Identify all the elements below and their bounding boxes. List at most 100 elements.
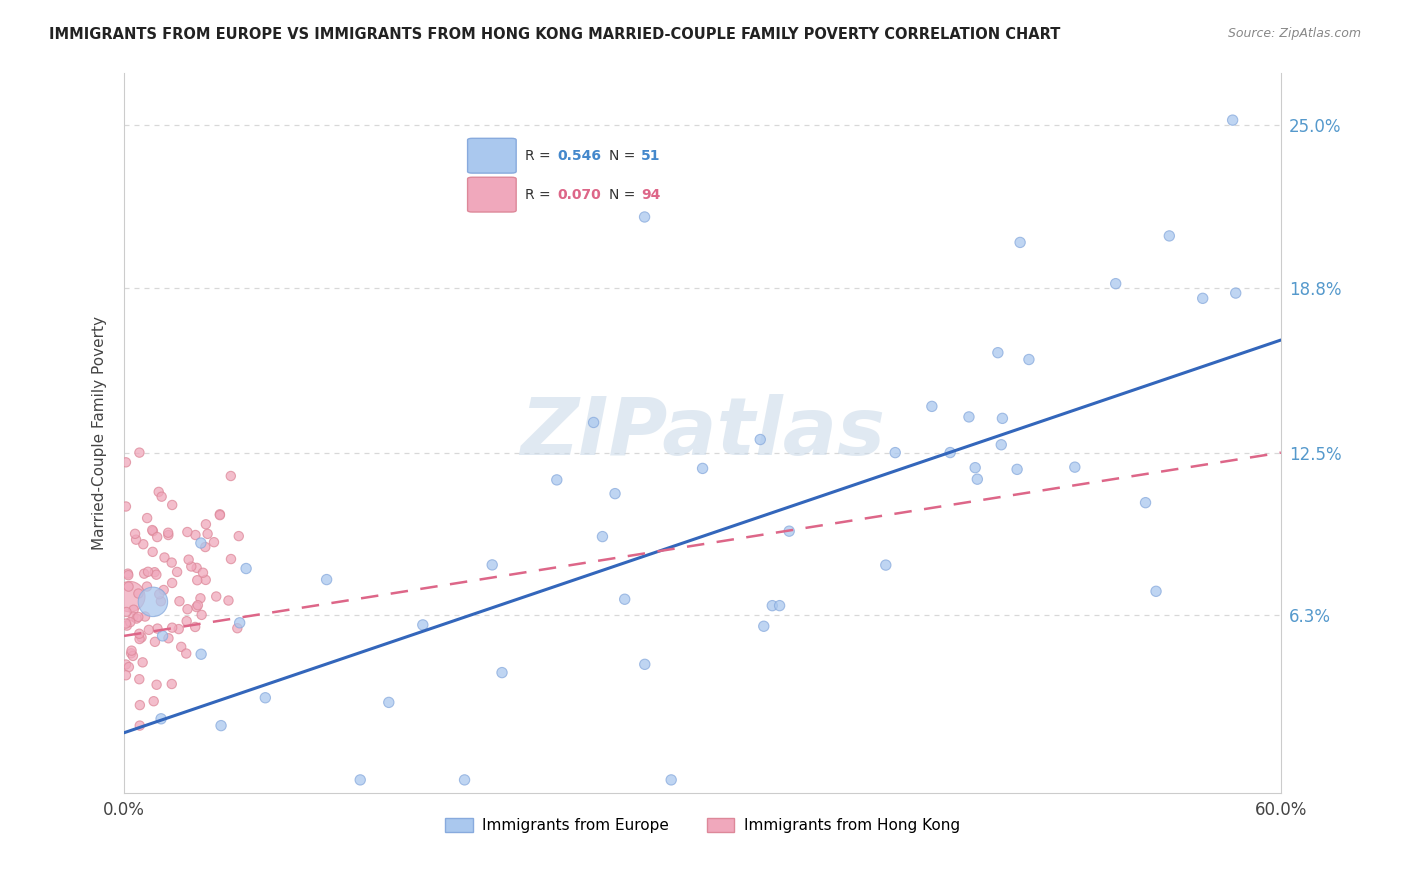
Point (1005, 462, 1028, 476)
Point (190, 591, 212, 606)
Point (136, 511, 159, 525)
Point (692, 461, 714, 475)
Point (176, 602, 198, 616)
Point (174, 647, 197, 661)
Point (176, 524, 198, 539)
Point (412, 618, 434, 632)
Point (186, 561, 208, 575)
Point (1144, 584, 1167, 599)
Point (122, 609, 145, 624)
Point (150, 490, 173, 504)
Point (157, 528, 180, 542)
Point (142, 524, 165, 538)
Point (127, 610, 149, 624)
Point (160, 621, 183, 635)
Point (186, 573, 208, 587)
Point (115, 668, 138, 682)
Point (254, 690, 277, 705)
Point (1010, 235, 1032, 250)
Point (118, 590, 141, 604)
Point (315, 573, 337, 587)
Point (122, 603, 145, 617)
Point (633, 210, 655, 224)
Point (205, 590, 228, 604)
Point (481, 558, 503, 572)
Point (194, 573, 217, 587)
Point (228, 529, 250, 543)
Point (167, 622, 190, 636)
Point (749, 433, 772, 447)
Point (115, 616, 138, 631)
Point (127, 586, 149, 600)
Text: IMMIGRANTS FROM EUROPE VS IMMIGRANTS FROM HONG KONG MARRIED-COUPLE FAMILY POVERT: IMMIGRANTS FROM EUROPE VS IMMIGRANTS FRO… (49, 27, 1060, 42)
Text: ZIPatlas: ZIPatlas (520, 394, 884, 472)
Point (218, 593, 240, 607)
Point (142, 694, 165, 708)
Point (115, 500, 138, 514)
Point (226, 621, 249, 635)
Point (228, 615, 250, 630)
Point (176, 614, 198, 628)
Point (453, 772, 475, 787)
Point (128, 718, 150, 732)
Point (939, 445, 962, 459)
Point (153, 550, 176, 565)
Point (118, 660, 141, 674)
Point (884, 445, 907, 459)
Point (125, 533, 148, 547)
Point (128, 632, 150, 646)
Point (157, 525, 180, 540)
Point (194, 517, 217, 532)
Point (186, 600, 208, 615)
Point (145, 678, 167, 692)
Text: Source: ZipAtlas.com: Source: ZipAtlas.com (1227, 27, 1361, 40)
Point (768, 599, 790, 613)
Point (752, 619, 775, 633)
Point (117, 580, 139, 594)
Point (125, 611, 148, 625)
Point (121, 643, 143, 657)
Point (120, 646, 142, 660)
Point (582, 416, 605, 430)
Point (778, 524, 800, 538)
Point (1063, 460, 1085, 475)
Point (128, 445, 150, 459)
Point (122, 648, 145, 663)
Point (128, 672, 150, 686)
Point (1018, 352, 1040, 367)
Point (169, 594, 191, 608)
Point (875, 558, 897, 573)
Point (191, 566, 214, 580)
Point (150, 712, 173, 726)
Point (1159, 228, 1181, 243)
Point (184, 620, 207, 634)
Point (197, 527, 219, 541)
Point (1135, 496, 1157, 510)
Point (115, 455, 138, 469)
Point (146, 622, 169, 636)
Point (1225, 286, 1247, 301)
Point (170, 640, 193, 654)
Point (142, 595, 165, 609)
Point (115, 618, 138, 632)
Point (152, 629, 174, 643)
Point (190, 536, 212, 550)
Point (546, 473, 568, 487)
Point (148, 587, 170, 601)
Point (613, 592, 636, 607)
Point (219, 469, 242, 483)
Point (184, 528, 207, 542)
Point (209, 718, 232, 732)
Point (177, 552, 200, 566)
Point (134, 566, 156, 581)
Point (659, 772, 682, 787)
Point (120, 615, 142, 629)
Point (966, 472, 988, 486)
Point (190, 607, 212, 622)
Point (491, 665, 513, 680)
Point (160, 677, 183, 691)
Point (143, 635, 166, 649)
Point (634, 657, 657, 672)
Point (160, 498, 183, 512)
Point (124, 526, 146, 541)
